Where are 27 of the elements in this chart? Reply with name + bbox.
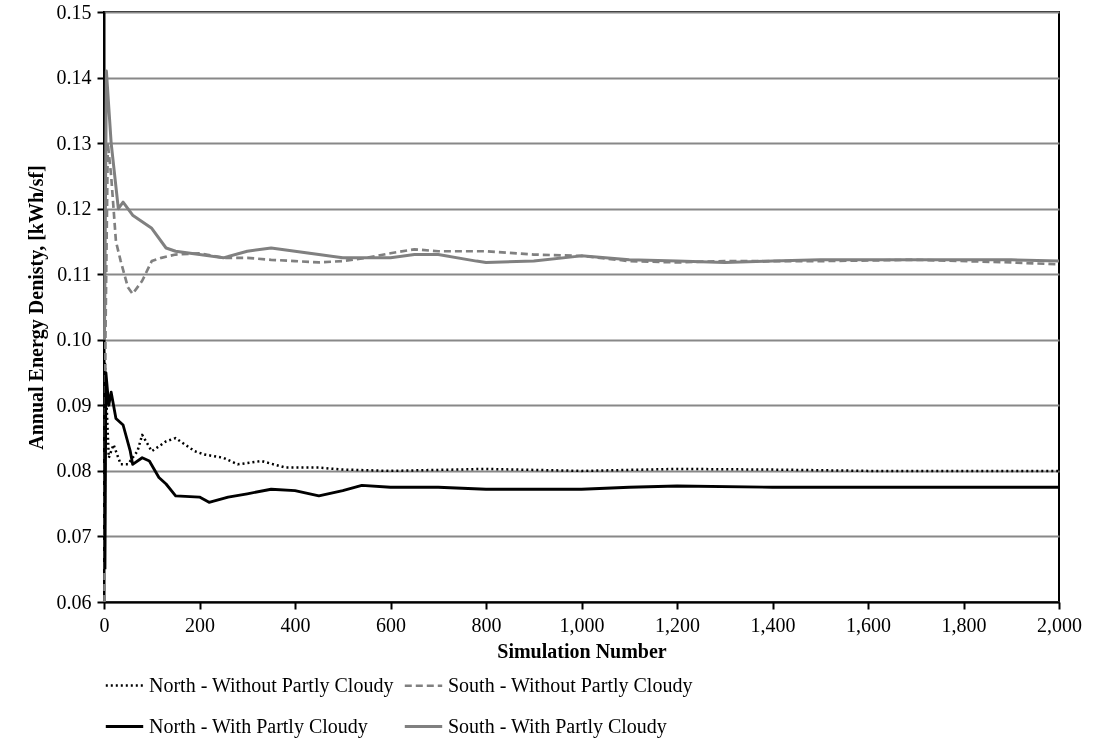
legend-label: South - Without Partly Cloudy <box>448 673 693 697</box>
y-tick-label: 0.10 <box>56 328 92 351</box>
x-tick-label: 1,200 <box>655 613 700 636</box>
x-tick-label: 600 <box>376 613 406 636</box>
y-tick-label: 0.14 <box>56 66 92 89</box>
legend-label: South - With Partly Cloudy <box>448 714 667 738</box>
y-tick-label: 0.09 <box>56 393 92 416</box>
legend-label: North - With Partly Cloudy <box>149 714 368 738</box>
y-tick-label: 0.12 <box>56 197 92 220</box>
x-tick-label: 1,600 <box>846 613 891 636</box>
x-tick-label: 1,800 <box>941 613 987 636</box>
y-tick-label: 0.11 <box>57 262 92 285</box>
x-tick-label: 400 <box>280 613 311 636</box>
y-tick-label: 0.08 <box>56 459 92 482</box>
y-tick-label: 0.07 <box>56 524 92 547</box>
y-tick-label: 0.06 <box>56 590 92 613</box>
y-tick-label: 0.15 <box>56 0 92 23</box>
y-axis-title: Annual Energy Denisty, [kWh/sf] <box>24 165 48 450</box>
x-tick-label: 2,000 <box>1037 613 1082 636</box>
x-tick-label: 200 <box>185 613 215 636</box>
x-tick-label: 1,000 <box>559 613 605 636</box>
x-tick-label: 800 <box>471 613 502 636</box>
x-tick-label: 0 <box>99 613 110 636</box>
legend-label: North - Without Partly Cloudy <box>149 673 394 697</box>
y-tick-label: 0.13 <box>56 131 92 154</box>
x-tick-label: 1,400 <box>750 613 796 636</box>
x-axis-title: Simulation Number <box>497 639 667 662</box>
